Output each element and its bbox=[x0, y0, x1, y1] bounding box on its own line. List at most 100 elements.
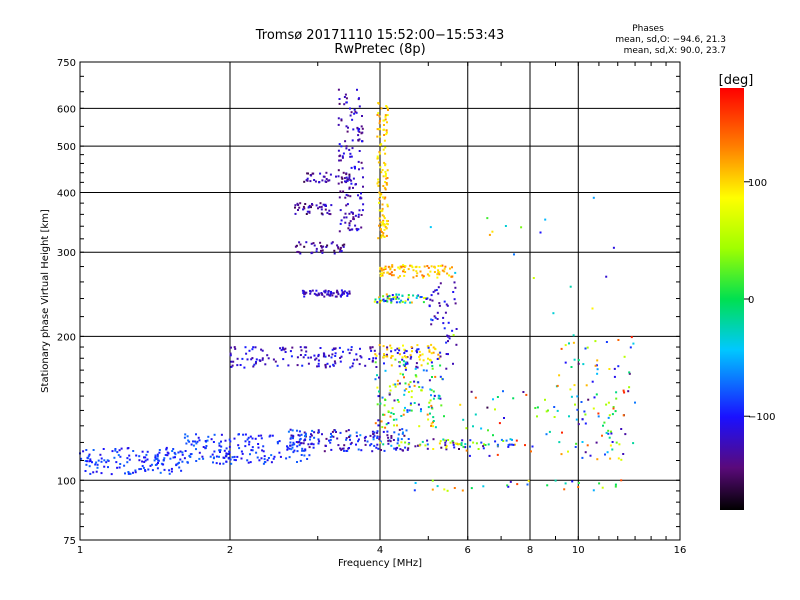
data-point bbox=[386, 203, 389, 206]
data-point bbox=[91, 461, 93, 464]
data-point bbox=[317, 293, 320, 296]
data-point bbox=[439, 440, 442, 443]
data-point bbox=[400, 441, 403, 444]
data-point bbox=[470, 390, 473, 393]
data-point bbox=[567, 450, 569, 453]
data-point bbox=[324, 366, 327, 369]
data-point bbox=[356, 126, 359, 129]
data-point bbox=[360, 161, 363, 164]
data-point bbox=[439, 282, 442, 285]
data-point bbox=[124, 472, 126, 475]
data-point bbox=[250, 358, 253, 361]
data-point bbox=[581, 441, 584, 443]
data-point bbox=[362, 185, 364, 188]
data-point bbox=[384, 170, 387, 173]
data-point bbox=[369, 346, 372, 349]
data-point bbox=[218, 449, 221, 452]
data-point bbox=[595, 441, 598, 444]
data-point bbox=[243, 366, 246, 369]
data-point bbox=[587, 398, 590, 401]
data-point bbox=[432, 448, 435, 450]
data-point bbox=[586, 346, 589, 349]
data-point bbox=[464, 443, 467, 446]
data-point bbox=[450, 275, 453, 278]
data-point bbox=[319, 241, 322, 244]
data-point bbox=[379, 441, 382, 444]
data-point bbox=[384, 115, 387, 118]
data-point bbox=[352, 186, 354, 189]
data-point bbox=[154, 464, 157, 466]
data-point bbox=[372, 357, 375, 360]
data-point bbox=[323, 295, 326, 298]
data-point bbox=[339, 248, 342, 251]
data-point bbox=[387, 442, 390, 445]
data-point bbox=[371, 430, 374, 433]
data-point bbox=[282, 348, 284, 351]
data-point bbox=[372, 438, 375, 441]
data-point bbox=[244, 433, 247, 436]
data-point bbox=[346, 179, 349, 182]
data-point bbox=[181, 453, 184, 456]
data-point bbox=[432, 390, 435, 393]
data-point bbox=[482, 445, 485, 448]
data-point bbox=[593, 396, 596, 399]
data-point bbox=[321, 292, 323, 295]
data-point bbox=[325, 437, 328, 440]
data-point bbox=[120, 447, 123, 450]
data-point bbox=[380, 269, 383, 272]
data-point bbox=[289, 428, 292, 431]
data-point bbox=[384, 426, 387, 429]
data-point bbox=[358, 128, 361, 131]
y-tick-label: 100 bbox=[57, 476, 76, 487]
data-point bbox=[412, 269, 415, 272]
data-point bbox=[380, 299, 383, 302]
data-point bbox=[239, 364, 242, 366]
data-point bbox=[374, 361, 377, 364]
data-point bbox=[553, 406, 556, 408]
data-point bbox=[320, 249, 322, 252]
x-tick-label: 2 bbox=[227, 545, 233, 556]
data-point bbox=[88, 453, 91, 456]
data-point bbox=[570, 366, 573, 368]
data-point bbox=[345, 97, 348, 100]
data-point bbox=[393, 399, 396, 402]
data-point bbox=[393, 447, 396, 450]
data-point bbox=[412, 294, 415, 297]
data-point bbox=[251, 437, 254, 440]
data-point bbox=[419, 296, 422, 298]
data-point bbox=[132, 471, 134, 474]
data-point bbox=[313, 354, 316, 357]
data-point bbox=[500, 438, 503, 441]
data-points bbox=[79, 88, 636, 492]
data-point bbox=[392, 296, 395, 299]
data-point bbox=[381, 396, 384, 399]
data-point bbox=[350, 111, 353, 114]
data-point bbox=[366, 440, 369, 443]
data-point bbox=[328, 354, 330, 357]
data-point bbox=[343, 177, 346, 180]
data-point bbox=[354, 167, 356, 170]
data-point bbox=[484, 444, 487, 446]
data-point bbox=[402, 449, 404, 452]
data-point bbox=[376, 443, 379, 446]
data-point bbox=[373, 434, 376, 437]
data-point bbox=[595, 393, 598, 396]
data-point bbox=[465, 449, 468, 452]
data-point bbox=[380, 231, 383, 233]
data-point bbox=[329, 213, 332, 216]
data-point bbox=[271, 434, 274, 437]
data-point bbox=[359, 197, 362, 200]
data-point bbox=[229, 352, 232, 355]
data-point bbox=[402, 265, 405, 268]
data-point bbox=[337, 117, 340, 120]
data-point bbox=[416, 366, 419, 369]
data-point bbox=[156, 455, 159, 458]
data-point bbox=[418, 266, 421, 269]
data-point bbox=[430, 323, 433, 326]
data-point bbox=[343, 216, 346, 219]
data-point bbox=[378, 151, 381, 154]
data-point bbox=[228, 450, 231, 453]
data-point bbox=[354, 110, 357, 113]
data-point bbox=[617, 339, 620, 341]
